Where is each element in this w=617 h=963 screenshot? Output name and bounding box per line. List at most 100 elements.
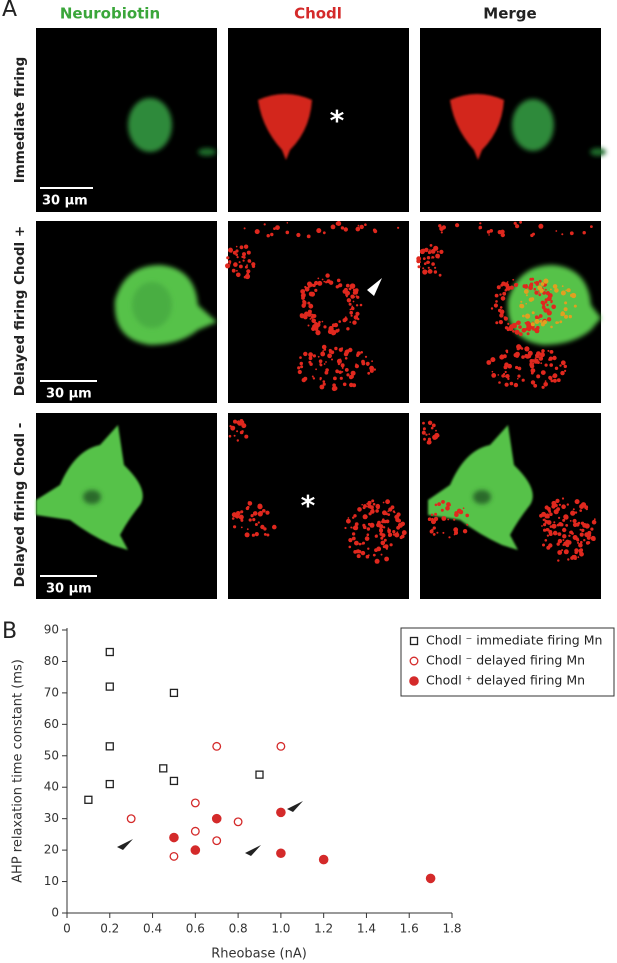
speckle <box>537 285 542 291</box>
speckle <box>322 380 326 383</box>
speckle <box>357 507 362 512</box>
speckle <box>308 303 314 309</box>
speckle <box>384 556 389 562</box>
point <box>211 813 222 824</box>
speckle <box>352 383 357 388</box>
speckle <box>534 357 537 359</box>
speckle <box>372 502 376 506</box>
speckle <box>539 319 543 323</box>
speckle <box>532 362 535 365</box>
speckle <box>499 306 503 309</box>
speckle <box>361 543 363 545</box>
speckle <box>536 374 541 379</box>
point <box>105 742 114 751</box>
speckle <box>578 542 583 548</box>
speckle <box>297 369 302 375</box>
speckle <box>338 320 342 323</box>
speckle <box>338 283 343 288</box>
speckle <box>550 325 553 329</box>
point <box>105 779 114 789</box>
speckle <box>567 289 571 292</box>
speckle <box>534 290 539 295</box>
speckle <box>325 281 328 284</box>
speckle <box>312 377 316 380</box>
speckle <box>440 508 444 512</box>
speckle <box>454 511 459 515</box>
speckle <box>564 301 568 305</box>
speckle <box>341 347 344 350</box>
speckle <box>382 501 385 504</box>
speckle <box>340 226 345 230</box>
speckle <box>441 500 445 504</box>
speckle <box>308 356 313 361</box>
speckle <box>561 504 566 510</box>
speckle <box>534 319 540 324</box>
speckle <box>586 535 591 540</box>
speckle <box>530 380 536 385</box>
speckle <box>562 543 565 547</box>
speckle <box>327 353 332 359</box>
speckle <box>504 370 507 374</box>
speckle <box>547 349 550 352</box>
speckle <box>303 351 308 357</box>
speckle <box>543 278 549 284</box>
speckle <box>354 522 359 526</box>
speckle <box>299 313 304 317</box>
speckle <box>316 228 322 234</box>
speckle <box>346 518 351 524</box>
speckle <box>320 351 324 355</box>
speckle <box>244 532 250 538</box>
speckle <box>421 430 426 435</box>
y-tick-label: 10 <box>44 874 59 888</box>
speckle <box>300 289 306 294</box>
speckle <box>538 293 542 297</box>
speckle <box>515 224 520 229</box>
speckle <box>562 527 567 533</box>
point <box>84 795 93 804</box>
speckle <box>538 279 542 283</box>
speckle <box>565 289 568 292</box>
speckle <box>518 332 523 336</box>
speckle <box>254 229 260 235</box>
row-label: Delayed firing Chodl + <box>12 226 28 396</box>
speckle <box>272 524 277 530</box>
panel-label: B <box>2 619 17 644</box>
speckle <box>507 322 510 325</box>
speckle <box>579 532 584 537</box>
speckle <box>573 304 577 308</box>
speckle <box>347 517 350 519</box>
speckle <box>330 224 336 230</box>
speckle <box>585 525 589 528</box>
scale-bar-label: 30 µm <box>46 582 92 597</box>
speckle <box>359 303 363 307</box>
speckle <box>546 528 550 532</box>
speckle <box>318 359 323 364</box>
speckle <box>514 329 520 335</box>
column-header: Chodl <box>294 5 342 23</box>
speckle <box>311 318 317 324</box>
speckle <box>317 280 323 286</box>
speckle <box>533 281 536 284</box>
speckle <box>565 543 570 548</box>
speckle <box>355 311 360 316</box>
speckle <box>513 221 517 225</box>
speckle <box>241 424 244 427</box>
point <box>212 836 222 846</box>
point <box>169 688 179 698</box>
speckle <box>560 360 566 366</box>
speckle <box>297 366 301 370</box>
speckle <box>417 265 421 269</box>
speckle <box>319 363 322 366</box>
speckle <box>590 527 594 531</box>
speckle <box>333 322 339 328</box>
speckle <box>239 264 243 269</box>
y-tick-label: 50 <box>44 748 59 762</box>
speckle <box>350 526 353 529</box>
speckle <box>563 364 567 369</box>
speckle <box>385 519 390 524</box>
speckle <box>390 505 395 510</box>
speckle <box>323 363 326 365</box>
speckle <box>436 250 439 253</box>
y-tick-label: 60 <box>44 717 59 731</box>
speckle <box>352 300 355 303</box>
